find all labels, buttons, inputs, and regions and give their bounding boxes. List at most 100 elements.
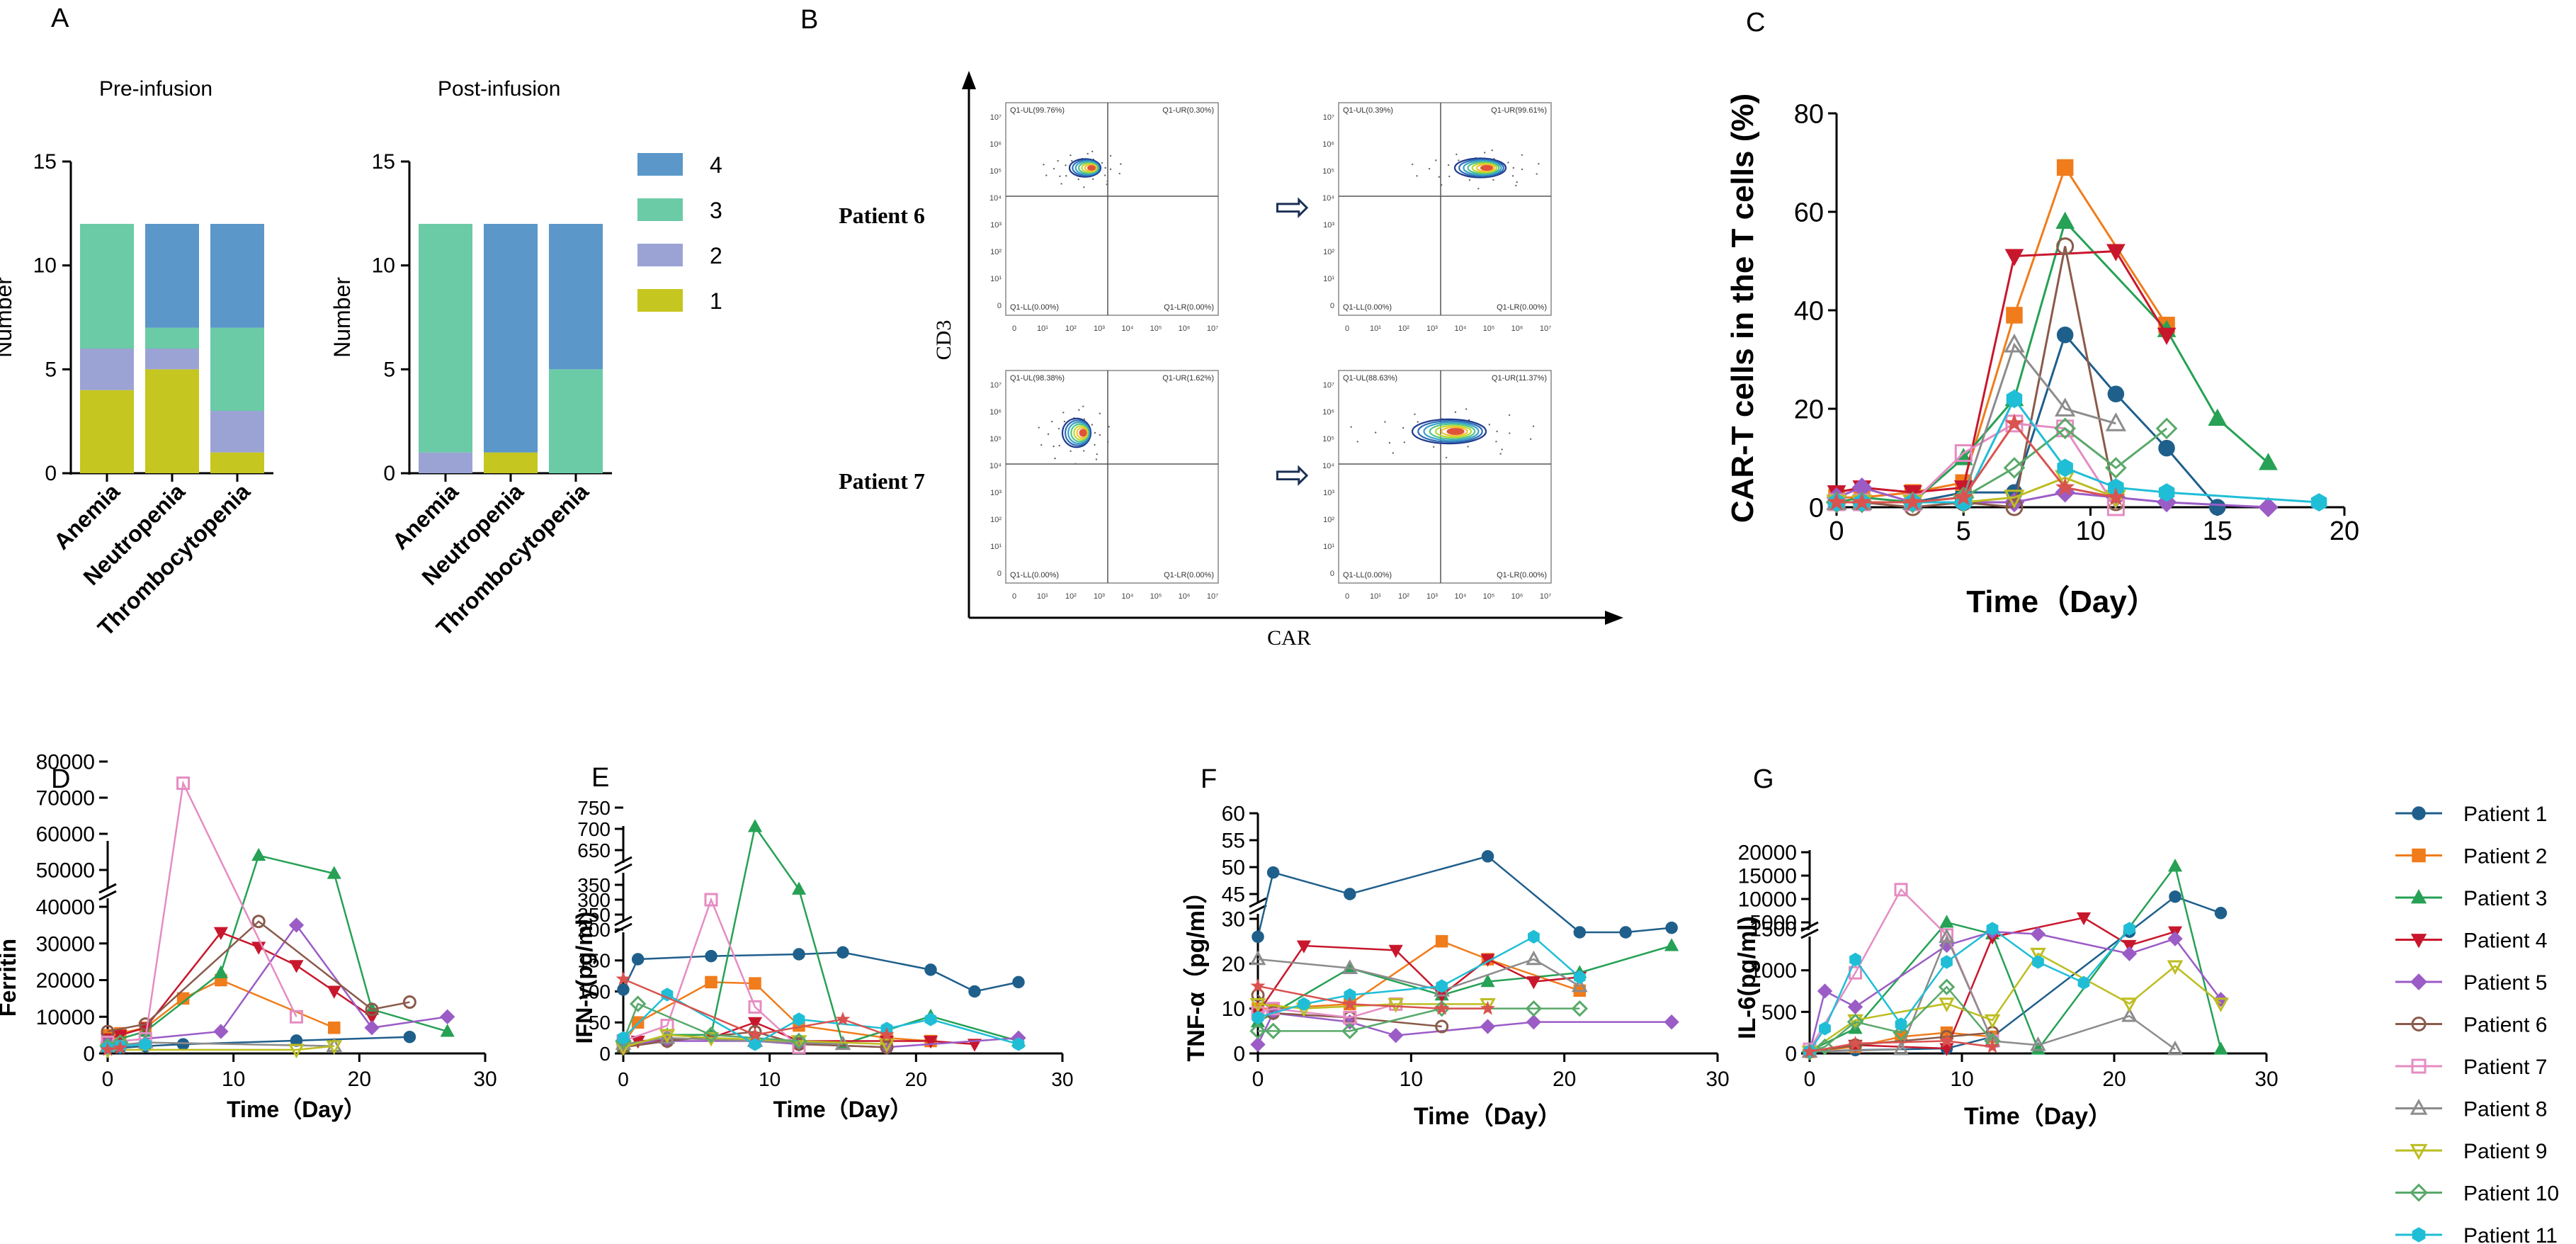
event-dot [1096, 453, 1098, 456]
data-point-patient-8 [2105, 412, 2126, 431]
panel-f-tnf-alpha: 0 10 20 30010203045505560Time（Day）TNF-α（pg/… [1182, 803, 1730, 1131]
y-tick-label: 10⁵ [1322, 435, 1334, 443]
y-tick-label: 15 [372, 150, 395, 174]
y-tick-label: 0 [83, 1043, 95, 1066]
data-point-patient-11 [1849, 952, 1861, 967]
panel-letter-f: F [1201, 764, 1217, 794]
series-line-patient-7 [623, 897, 800, 1048]
y-tick-label: 10¹ [1323, 275, 1334, 283]
data-point-patient-12 [615, 971, 631, 985]
series-line-patient-2 [1837, 165, 2168, 499]
event-dot [1492, 179, 1494, 181]
y-tick-label: 100 [577, 980, 611, 1002]
data-point-patient-7 [2056, 419, 2075, 438]
x-tick-label: 30 [1706, 1068, 1729, 1091]
y-tick-label: 15 [33, 150, 57, 174]
x-tick-label: 10⁶ [1179, 324, 1191, 333]
legend-swatch-2 [637, 244, 683, 266]
data-point-patient-10 [1816, 1038, 1834, 1056]
data-point-patient-11 [2123, 922, 2135, 936]
data-point-patient-11 [2158, 483, 2175, 502]
x-tick-label: 10 [222, 1068, 245, 1091]
x-tick-label: 0 [1252, 1068, 1264, 1091]
legend-label-3: 3 [710, 198, 722, 223]
data-point-patient-12 [747, 1027, 763, 1041]
event-dot [1374, 431, 1377, 434]
arrow-icon: ⇨ [1275, 451, 1310, 498]
x-axis-label: Time（Day） [1964, 1102, 2112, 1130]
data-point-patient-1 [2158, 439, 2175, 457]
event-dot [1065, 175, 1067, 177]
series-line-patient-5 [107, 923, 448, 1044]
data-point-patient-3 [1939, 915, 1954, 928]
bar-thrombocytopenia-grade-4 [549, 224, 603, 370]
event-dot [1356, 441, 1358, 443]
data-point-patient-11 [749, 1037, 761, 1051]
axis-break-mark [614, 922, 632, 934]
series-line-patient-12 [1257, 985, 1488, 1010]
chart-title: Pre-infusion [99, 77, 212, 101]
event-dot [1488, 424, 1491, 426]
data-point-patient-11 [2032, 955, 2044, 969]
event-dot [1104, 166, 1106, 169]
data-point-patient-1 [2056, 327, 2074, 344]
data-point-patient-4 [1526, 976, 1541, 990]
y-tick-label: 10² [990, 516, 1002, 524]
data-point-patient-11 [1528, 929, 1540, 944]
data-point-patient-5 [440, 1009, 455, 1024]
y-tick-label: 500 [1761, 1001, 1797, 1024]
event-dot [1060, 183, 1062, 185]
event-dot [1120, 163, 1122, 165]
y-axis-label: TNF-α（pg/ml） [1182, 880, 1210, 1062]
event-dot [1438, 176, 1440, 178]
x-tick-label: 0 [618, 1068, 629, 1090]
data-point-patient-9 [878, 1038, 895, 1053]
data-point-patient-3 [2213, 1041, 2228, 1055]
x-tick-label: 10⁵ [1150, 592, 1162, 601]
data-point-patient-9 [2121, 997, 2138, 1012]
event-dot [1057, 427, 1060, 430]
data-point-patient-12 [113, 1040, 128, 1055]
y-tick-label: 60 [1794, 198, 1824, 227]
data-point-patient-5 [1847, 999, 1863, 1014]
quadrant-lr: Q1-LR(0.00%) [1497, 303, 1547, 312]
data-point-patient-4 [747, 1017, 763, 1031]
event-dot [1043, 164, 1045, 166]
y-tick-label: 1000 [1749, 959, 1797, 983]
row-label-patient: Patient 6 [839, 203, 925, 228]
legend-marker-patient-8 [2410, 1099, 2428, 1115]
data-point-patient-1 [2169, 890, 2181, 903]
legend-marker-patient-11 [2412, 1227, 2426, 1243]
data-point-patient-6 [880, 1040, 894, 1054]
data-point-patient-12 [100, 1041, 115, 1056]
y-tick-label: 20000 [1738, 842, 1797, 865]
y-tick-label: 10³ [1323, 489, 1334, 497]
data-point-patient-3 [327, 866, 341, 879]
event-dot [1509, 432, 1511, 434]
event-dot [1412, 163, 1414, 166]
data-point-patient-9 [1249, 998, 1266, 1013]
legend-label-patient-7: Patient 7 [2463, 1056, 2547, 1079]
data-point-patient-11 [1941, 955, 1953, 969]
quadrant-lr: Q1-LR(0.00%) [1164, 303, 1214, 312]
y-tick-label: 10000 [1738, 888, 1797, 912]
data-point-patient-3 [1664, 938, 1679, 951]
data-point-patient-12 [1852, 492, 1872, 511]
legend-marker-patient-1 [2412, 806, 2426, 820]
density-contour [1458, 159, 1504, 177]
x-tick-label: 10⁴ [1122, 592, 1134, 601]
data-point-patient-11 [2006, 390, 2023, 409]
series-line-patient-9 [623, 1034, 887, 1048]
x-tick-label: 20 [348, 1068, 371, 1091]
series-line-patient-5 [1256, 1012, 1672, 1045]
data-point-patient-4 [2157, 327, 2177, 345]
data-point-patient-4 [327, 985, 341, 999]
y-tick-label: 10 [1222, 997, 1245, 1021]
data-point-patient-3 [440, 1024, 455, 1037]
bar-neutropenia-grade-3 [145, 327, 199, 349]
panel-c-cart-expansion: 0 5 10 15 20 0 20 40 60 80 Time（Day） CAR-T cells in… [1725, 94, 2359, 619]
x-tick-label: 10² [1398, 324, 1409, 333]
bar-anemia-grade-2 [80, 349, 134, 390]
data-point-patient-6 [402, 995, 416, 1010]
data-point-patient-3 [2031, 1041, 2046, 1055]
